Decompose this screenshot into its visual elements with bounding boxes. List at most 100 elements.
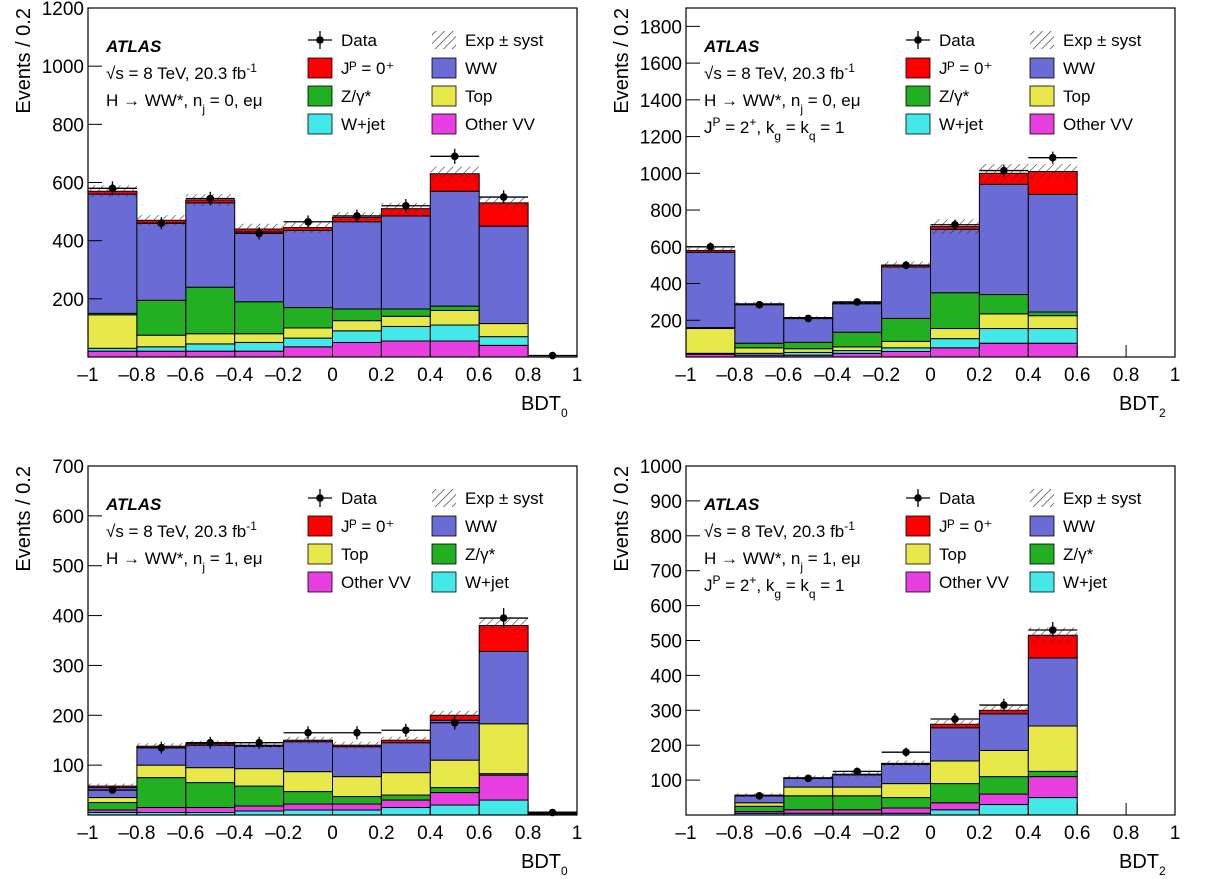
stack-segment bbox=[978, 183, 1029, 296]
x-tick-label: 0 bbox=[327, 823, 338, 844]
legend-label: Data bbox=[939, 31, 975, 50]
legend-symbol bbox=[307, 571, 333, 593]
stack-segment bbox=[332, 796, 382, 805]
stack-segment bbox=[734, 802, 785, 807]
x-axis-title: BDT0 bbox=[521, 393, 568, 420]
legend-label: Z/γ* bbox=[465, 545, 496, 564]
x-tick-label: –0.4 bbox=[814, 365, 851, 386]
x-tick-label: 0.6 bbox=[1064, 365, 1090, 386]
legend-label: WW bbox=[465, 517, 497, 536]
legend-label: W+jet bbox=[465, 573, 509, 592]
stack-segment bbox=[832, 331, 883, 348]
stack-segment bbox=[332, 809, 382, 816]
x-tick-label: –0.6 bbox=[167, 365, 204, 386]
stack-segment bbox=[185, 782, 236, 809]
legend-symbol bbox=[431, 85, 457, 107]
stack-segment bbox=[429, 340, 480, 358]
legend-label: Top bbox=[465, 87, 492, 106]
stack-segment bbox=[478, 799, 529, 816]
legend-symbol bbox=[316, 36, 324, 44]
x-tick-label: 0.8 bbox=[1113, 365, 1139, 386]
stack-segment bbox=[332, 803, 382, 811]
stack-segment bbox=[1027, 328, 1078, 344]
data-point bbox=[902, 748, 910, 756]
stack-segment bbox=[832, 786, 883, 797]
stack-segment bbox=[332, 221, 382, 310]
stack-segment bbox=[380, 807, 431, 816]
data-point bbox=[450, 152, 459, 161]
legend-label: W+jet bbox=[939, 115, 983, 134]
stack-segment bbox=[478, 225, 529, 325]
x-tick-label: 0.4 bbox=[417, 365, 444, 386]
x-tick-label: –0.4 bbox=[216, 823, 253, 844]
stack-segment bbox=[978, 804, 1029, 816]
legend-symbol bbox=[431, 515, 457, 537]
y-axis-title: Events / 0.2 bbox=[611, 466, 633, 572]
x-tick-label: 1 bbox=[572, 365, 583, 386]
stack-segment bbox=[283, 229, 334, 309]
data-point bbox=[402, 726, 410, 735]
y-tick-label: 500 bbox=[650, 632, 682, 653]
stack-segment bbox=[478, 774, 529, 801]
legend-symbol bbox=[307, 113, 333, 135]
data-point bbox=[353, 212, 361, 220]
legend-symbol bbox=[905, 57, 931, 79]
x-tick-label: 0.2 bbox=[966, 823, 992, 844]
stack-segment bbox=[1027, 193, 1078, 313]
text-part: , k bbox=[756, 118, 774, 137]
legend-label: Exp ± syst bbox=[1063, 31, 1142, 50]
experiment-label: ATLAS bbox=[703, 37, 760, 56]
y-tick-label: 600 bbox=[52, 507, 84, 528]
stack-segment bbox=[380, 315, 431, 327]
stack-segment bbox=[234, 350, 285, 358]
x-tick-label: 0 bbox=[925, 823, 936, 844]
x-tick-label: 1 bbox=[1170, 823, 1181, 844]
x-tick-label: 0 bbox=[925, 365, 936, 386]
stack-segment bbox=[283, 337, 334, 348]
y-tick-label: 200 bbox=[52, 290, 84, 311]
data-point bbox=[157, 743, 166, 752]
legend-symbol bbox=[307, 515, 333, 537]
stack-segment bbox=[185, 333, 236, 345]
data-point bbox=[206, 194, 215, 203]
x-tick-label: 0.6 bbox=[466, 823, 492, 844]
experiment-label: ATLAS bbox=[105, 495, 162, 514]
data-point bbox=[157, 219, 166, 228]
y-tick-label: 600 bbox=[650, 238, 682, 259]
annotation: JP = 2+, kg = kq = 1 bbox=[704, 573, 844, 601]
stack-segment bbox=[332, 746, 382, 778]
x-tick-label: 0.2 bbox=[368, 823, 394, 844]
data-point bbox=[108, 184, 117, 193]
x-tick-label: –0.6 bbox=[765, 365, 802, 386]
stack-segment bbox=[332, 320, 382, 332]
x-tick-label: –0.8 bbox=[716, 823, 753, 844]
text-part: BDT bbox=[521, 393, 561, 415]
stack-segment bbox=[1027, 776, 1078, 799]
legend-symbol bbox=[905, 571, 931, 593]
x-tick-label: 0.8 bbox=[515, 365, 541, 386]
legend-symbol bbox=[431, 571, 457, 593]
text-part: j bbox=[201, 560, 205, 574]
text-part: = 1 bbox=[816, 576, 845, 595]
data-point bbox=[804, 314, 813, 323]
legend-symbol bbox=[1029, 543, 1055, 565]
uncertainty-band bbox=[88, 783, 137, 789]
legend-label: Data bbox=[341, 489, 377, 508]
stack-segment bbox=[429, 792, 480, 806]
data-point bbox=[499, 193, 508, 201]
stack-segment bbox=[283, 327, 334, 339]
legend-label: WW bbox=[1063, 517, 1095, 536]
legend-label: Other VV bbox=[1063, 115, 1134, 134]
stack-segment bbox=[930, 328, 980, 340]
data-point bbox=[1000, 701, 1008, 709]
stack-segment bbox=[1027, 311, 1078, 317]
data-point bbox=[1048, 153, 1057, 162]
stack-segment bbox=[978, 776, 1029, 795]
stack-segment bbox=[783, 795, 834, 811]
panel: –1 –0.8 –0.6 –0.4 –0.2 0 0.2 0.4 0.6 0.8 120040060… bbox=[13, 0, 582, 420]
text-part: j bbox=[799, 102, 803, 116]
data-point bbox=[951, 715, 959, 723]
legend-symbol bbox=[1029, 571, 1055, 593]
stack-segment bbox=[234, 341, 285, 352]
